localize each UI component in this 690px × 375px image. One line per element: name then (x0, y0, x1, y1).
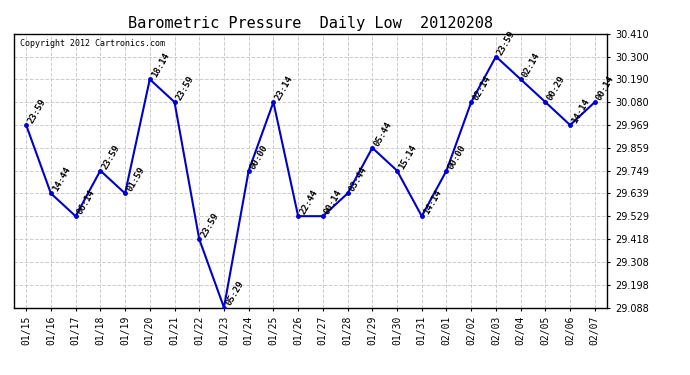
Text: 18:14: 18:14 (150, 51, 171, 79)
Text: 00:14: 00:14 (323, 188, 344, 216)
Text: 05:29: 05:29 (224, 280, 245, 308)
Text: 23:14: 23:14 (273, 74, 295, 102)
Text: 23:59: 23:59 (496, 29, 518, 57)
Text: 01:59: 01:59 (125, 166, 146, 194)
Text: 15:14: 15:14 (397, 143, 418, 171)
Text: 06:14: 06:14 (76, 188, 97, 216)
Text: 05:44: 05:44 (373, 120, 393, 148)
Text: 00:00: 00:00 (446, 143, 468, 171)
Text: 22:44: 22:44 (298, 188, 319, 216)
Text: 23:59: 23:59 (199, 211, 221, 239)
Text: 14:14: 14:14 (570, 97, 591, 125)
Text: 00:00: 00:00 (248, 143, 270, 171)
Text: 02:14: 02:14 (521, 51, 542, 79)
Text: 00:29: 00:29 (545, 74, 566, 102)
Text: 23:59: 23:59 (100, 143, 121, 171)
Text: 03:44: 03:44 (348, 166, 369, 194)
Text: 02:14: 02:14 (471, 74, 493, 102)
Text: 00:14: 00:14 (595, 74, 616, 102)
Title: Barometric Pressure  Daily Low  20120208: Barometric Pressure Daily Low 20120208 (128, 16, 493, 31)
Text: 14:44: 14:44 (51, 166, 72, 194)
Text: 23:59: 23:59 (26, 97, 48, 125)
Text: Copyright 2012 Cartronics.com: Copyright 2012 Cartronics.com (20, 39, 165, 48)
Text: 23:59: 23:59 (175, 74, 196, 102)
Text: 14:14: 14:14 (422, 188, 443, 216)
